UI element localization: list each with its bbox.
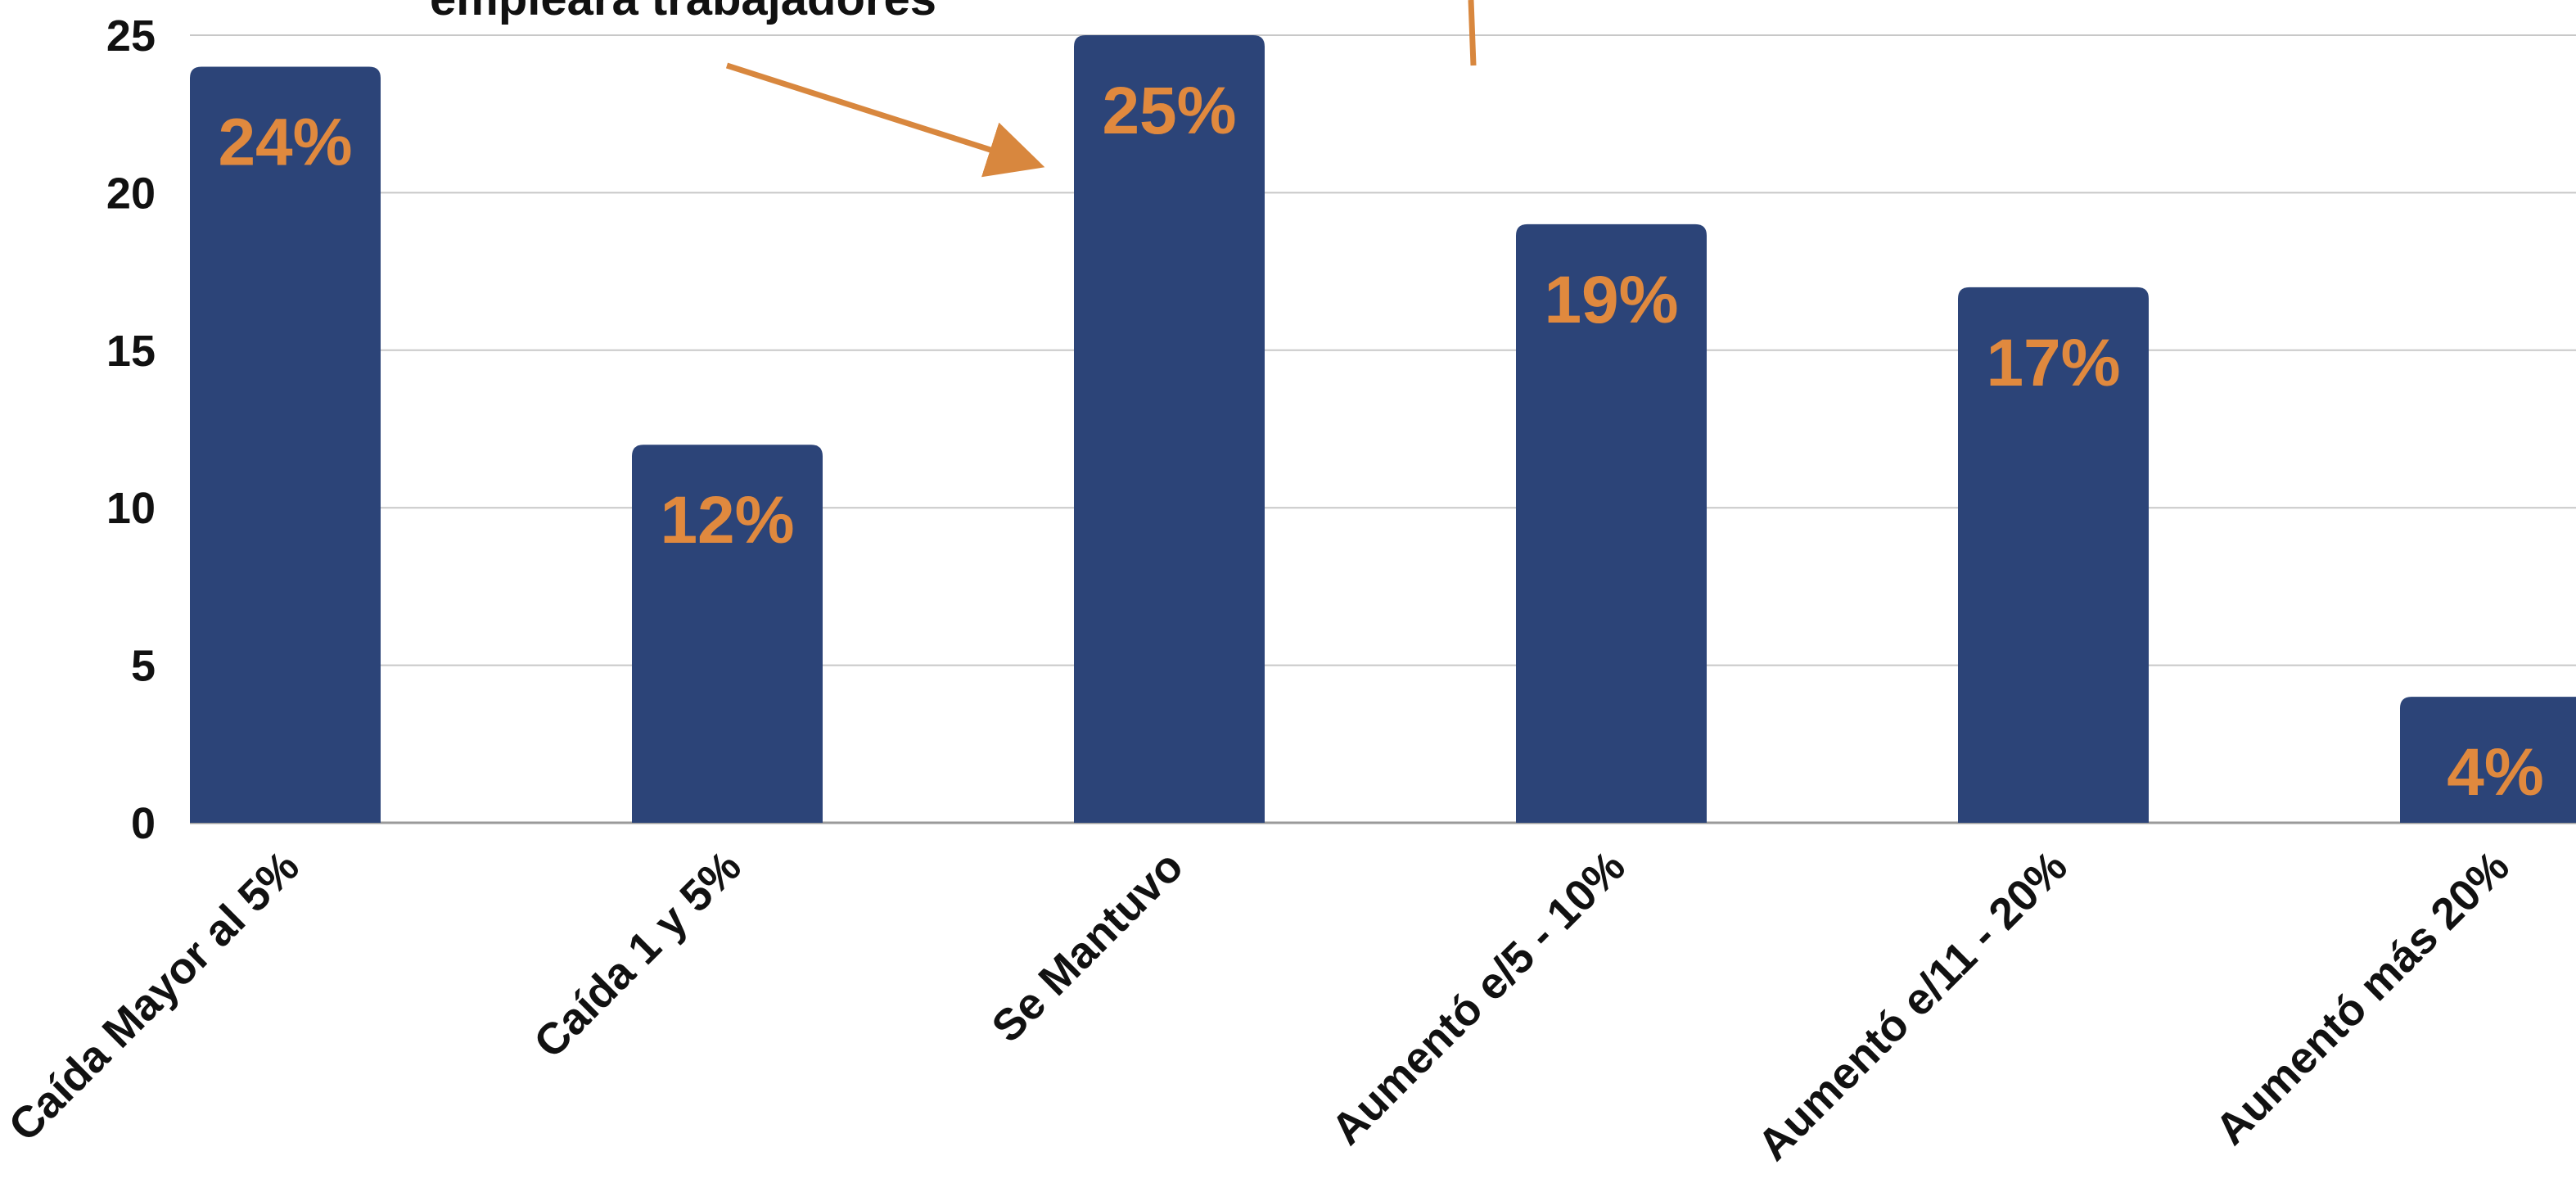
data-label: 24% bbox=[218, 105, 352, 179]
data-label: 12% bbox=[660, 483, 794, 558]
bar bbox=[190, 66, 381, 824]
x-tick-label: Se Mantuvo bbox=[982, 842, 1193, 1052]
bar bbox=[2400, 697, 2576, 823]
data-label: 4% bbox=[2447, 735, 2544, 810]
annotation-leader-line bbox=[1468, 0, 1477, 66]
x-tick-label: Aumentó e/5 - 10% bbox=[1322, 842, 1635, 1154]
x-tick-label: Caída 1 y 5% bbox=[525, 842, 751, 1068]
bars bbox=[190, 35, 2576, 824]
data-label: 19% bbox=[1544, 263, 1678, 337]
bar bbox=[1516, 223, 1707, 823]
data-labels: 24% 12% 25% 19% 17% 4% bbox=[218, 74, 2543, 810]
x-axis: Caída Mayor al 5% Caída 1 y 5% Se Mantuvo A… bbox=[0, 842, 2519, 1170]
y-tick-label: 20 bbox=[106, 169, 156, 218]
bar bbox=[1074, 35, 1265, 823]
y-tick-label: 10 bbox=[106, 484, 156, 533]
y-tick-label: 0 bbox=[131, 799, 156, 848]
x-tick-label: Caída Mayor al 5% bbox=[0, 842, 309, 1151]
y-axis: 0 5 10 15 20 25 bbox=[106, 11, 156, 848]
data-label: 25% bbox=[1102, 74, 1236, 148]
y-tick-label: 5 bbox=[131, 642, 156, 691]
annotation-arrow bbox=[725, 62, 1045, 178]
y-tick-label: 15 bbox=[106, 327, 156, 376]
bar bbox=[632, 445, 823, 823]
y-tick-label: 25 bbox=[106, 11, 156, 61]
bar bbox=[1958, 287, 2149, 824]
data-label: 17% bbox=[1986, 326, 2120, 400]
x-tick-label: Aumentó más 20% bbox=[2206, 842, 2519, 1154]
annotation-text: empleara trabajadores bbox=[430, 0, 936, 25]
annotations: empleara trabajadores bbox=[430, 0, 1477, 178]
x-tick-label: Aumentó e/11 - 20% bbox=[1748, 842, 2077, 1170]
gridlines bbox=[190, 34, 2576, 824]
